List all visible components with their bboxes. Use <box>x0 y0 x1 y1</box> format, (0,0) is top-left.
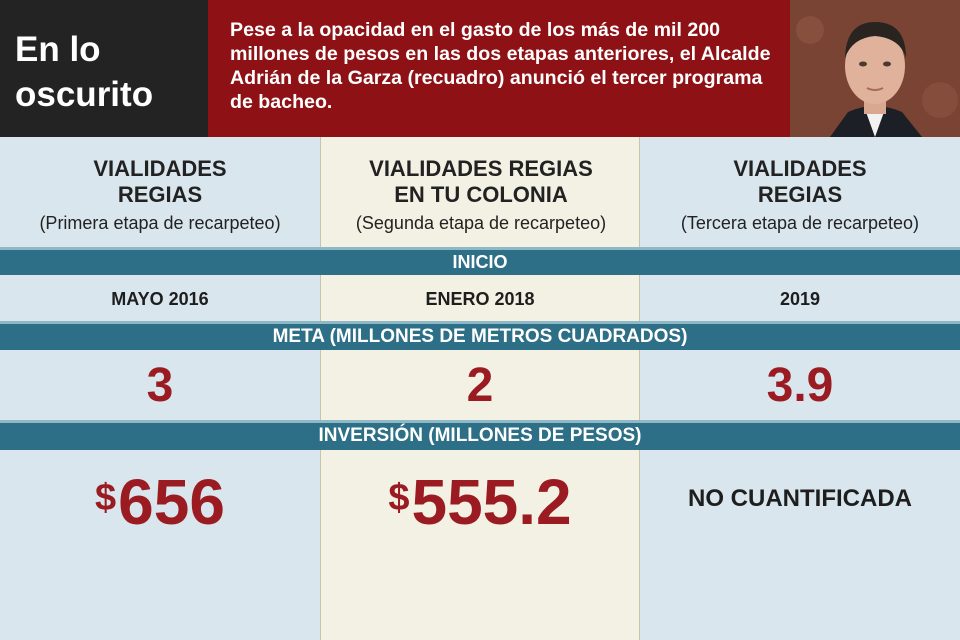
investment-band: INVERSIÓN (MILLONES DE PESOS) <box>0 420 960 450</box>
title-line-1: En lo <box>15 30 101 69</box>
column-third-stage: VIALIDADES REGIAS (Tercera etapa de reca… <box>640 137 960 640</box>
goal-value-second: 2 <box>466 359 494 412</box>
start-band: INICIO <box>0 247 960 275</box>
goal-band: META (MILLONES DE METROS CUADRADOS) <box>0 321 960 350</box>
column-first-stage: VIALIDADES REGIAS (Primera etapa de reca… <box>0 137 320 640</box>
column-name-line-2: REGIAS <box>117 182 203 207</box>
start-date-second: ENERO 2018 <box>425 289 535 309</box>
column-name-line-1: VIALIDADES REGIAS <box>369 156 593 181</box>
mayor-portrait-icon <box>790 0 960 137</box>
column-name-line-1: VIALIDADES <box>733 156 867 181</box>
column-name-line-1: VIALIDADES <box>93 156 227 181</box>
column-subtitle: (Primera etapa de recarpeteo) <box>39 213 281 233</box>
column-header: VIALIDADES REGIAS EN TU COLONIA (Segunda… <box>321 156 641 235</box>
column-subtitle: (Segunda etapa de recarpeteo) <box>355 213 607 233</box>
start-date-first: MAYO 2016 <box>111 289 209 309</box>
title-line-2: oscurito <box>15 75 154 114</box>
column-header: VIALIDADES REGIAS (Tercera etapa de reca… <box>640 156 960 235</box>
header: En lo oscurito Pese a la opacidad en el … <box>0 0 960 137</box>
investment-value-third: NO CUANTIFICADA <box>688 485 912 512</box>
investment-value-second: $555.2 <box>320 462 640 538</box>
column-header: VIALIDADES REGIAS (Primera etapa de reca… <box>0 156 320 235</box>
goal-value-third: 3.9 <box>766 359 834 412</box>
investment-amount: 656 <box>118 466 225 538</box>
investment-value-first: $656 <box>0 462 320 538</box>
investment-amount: 555.2 <box>411 466 572 538</box>
column-second-stage: VIALIDADES REGIAS EN TU COLONIA (Segunda… <box>320 137 640 640</box>
title-box: En lo oscurito <box>0 0 208 137</box>
column-name-line-2: EN TU COLONIA <box>394 182 568 207</box>
currency-symbol: $ <box>95 477 117 519</box>
column-subtitle: (Tercera etapa de recarpeteo) <box>680 213 920 233</box>
intro-text: Pese a la opacidad en el gasto de los má… <box>208 0 790 137</box>
start-date-third: 2019 <box>779 289 821 309</box>
currency-symbol: $ <box>388 477 410 519</box>
goal-value-first: 3 <box>146 359 174 412</box>
mayor-photo <box>790 0 960 137</box>
column-name-line-2: REGIAS <box>757 182 843 207</box>
